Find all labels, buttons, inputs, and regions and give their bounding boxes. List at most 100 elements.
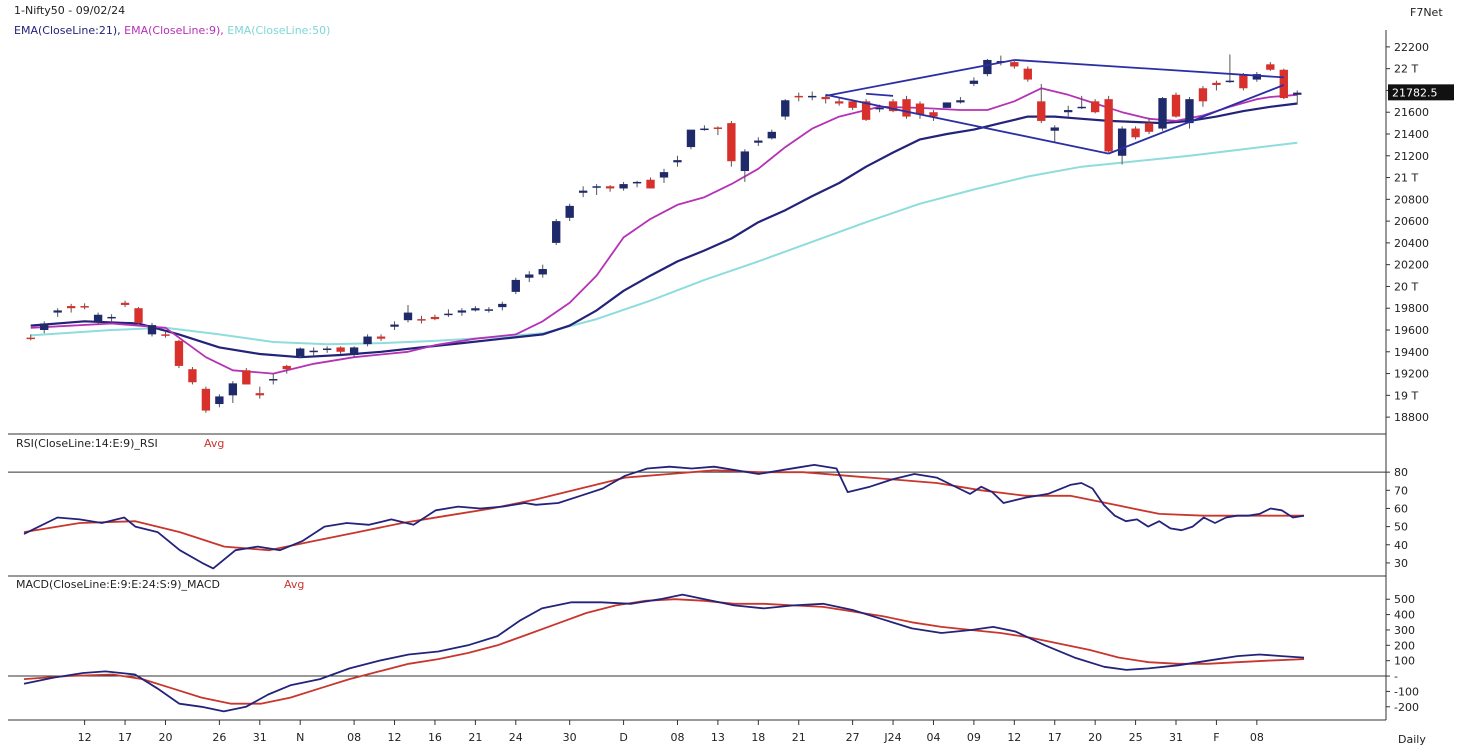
candle-body (1117, 128, 1127, 156)
candle-body (53, 310, 62, 313)
x-tick-label: 31 (1169, 731, 1183, 744)
candle (1077, 95, 1086, 109)
candle-body (269, 379, 278, 381)
candle-body (1212, 82, 1221, 85)
ema50-legend: EMA(CloseLine:50) (227, 24, 331, 37)
candle (1050, 125, 1059, 143)
candle-body (808, 95, 817, 98)
candle-body (1144, 123, 1154, 132)
candle-body (26, 337, 35, 340)
candle (134, 307, 143, 325)
candle (242, 368, 251, 385)
candle (1293, 90, 1302, 105)
candle-body (1077, 106, 1086, 109)
rsi-y-tick-label: 50 (1394, 521, 1408, 534)
candle-body (242, 370, 251, 385)
candle (215, 394, 224, 408)
candle (605, 185, 615, 192)
rsi-avg-label: Avg (204, 437, 224, 450)
candle (1090, 99, 1100, 114)
candle-body (498, 303, 507, 308)
candle-body (1131, 128, 1140, 138)
macd-y-tick-label: 400 (1394, 609, 1415, 622)
candle-body (861, 101, 871, 120)
macd-panel: 500 400 300 200 100 - -100 -200 (8, 593, 1419, 714)
candle-body (107, 316, 116, 319)
x-tick-label: 08 (347, 731, 361, 744)
candle (969, 77, 979, 87)
ema21-line (30, 102, 1298, 359)
candle-body (1104, 99, 1113, 152)
candle-body (956, 100, 965, 103)
candle-body (471, 308, 480, 311)
candle-body (430, 316, 440, 320)
candle (754, 137, 763, 146)
candle (821, 94, 830, 104)
candle (740, 149, 750, 182)
x-axis: 12 17 20 26 31 N 08 12 16 21 24 30 D 08 13 18 21 27 J24 04 0… (78, 720, 1264, 744)
candle (255, 386, 264, 399)
candle (713, 126, 723, 136)
candle-body (619, 184, 628, 189)
x-tick-label: 27 (846, 731, 860, 744)
candle (673, 155, 682, 167)
x-tick-label: 24 (509, 731, 523, 744)
x-tick-label: D (619, 731, 627, 744)
candle-body (376, 336, 386, 339)
candle (686, 129, 696, 150)
price-y-tick-label: 22200 (1394, 41, 1429, 54)
candle-body (700, 128, 709, 131)
candle (525, 271, 534, 283)
candle (188, 367, 197, 385)
candle-body (983, 59, 992, 75)
candle-body (781, 100, 790, 117)
candle (269, 373, 278, 385)
candle (1104, 95, 1113, 153)
candle-body (349, 347, 359, 356)
candle (834, 98, 844, 106)
candle (26, 334, 35, 341)
candle-body (605, 186, 615, 189)
panel-frames (8, 30, 1387, 721)
candle-body (255, 393, 264, 396)
candle (1023, 66, 1032, 82)
candle (700, 125, 709, 131)
candle (552, 218, 561, 246)
candle-body (1064, 110, 1073, 113)
candle-body (1198, 88, 1208, 102)
candle (201, 386, 211, 413)
candle-body (1037, 101, 1046, 121)
candle (161, 331, 170, 338)
candle (1212, 80, 1221, 91)
data-source-label: F7Net (1410, 6, 1443, 19)
candle-body (484, 309, 494, 311)
rsi-y-tick-label: 70 (1394, 484, 1408, 497)
rsi-y-tick-label: 80 (1394, 466, 1408, 479)
candle-body (1225, 80, 1235, 83)
candle (309, 347, 318, 357)
candle (174, 339, 184, 369)
candle-body (754, 140, 763, 143)
macd-y-tick-label: -100 (1394, 685, 1419, 698)
candle (511, 277, 520, 295)
candle-body (915, 103, 925, 115)
candle (390, 321, 399, 330)
price-y-tick-label: 21 T (1394, 172, 1418, 185)
ema21-legend: EMA(CloseLine:21), (14, 24, 121, 37)
last-price-label: 21782.5 (1392, 86, 1438, 99)
candle-body (888, 101, 898, 112)
candle (322, 346, 332, 353)
macd-avg-label: Avg (284, 578, 304, 591)
candle-body (848, 101, 857, 108)
candle (1198, 86, 1208, 107)
price-y-tick-label: 19400 (1394, 346, 1429, 359)
pattern-trendline (825, 93, 1109, 155)
price-y-tick-label: 19800 (1394, 302, 1429, 315)
candle (484, 307, 494, 313)
chart-title: 1-Nifty50 - 09/02/24 (14, 4, 126, 17)
candle (1225, 54, 1235, 83)
candle (848, 100, 857, 111)
price-y-tick-label: 19 T (1394, 389, 1418, 402)
